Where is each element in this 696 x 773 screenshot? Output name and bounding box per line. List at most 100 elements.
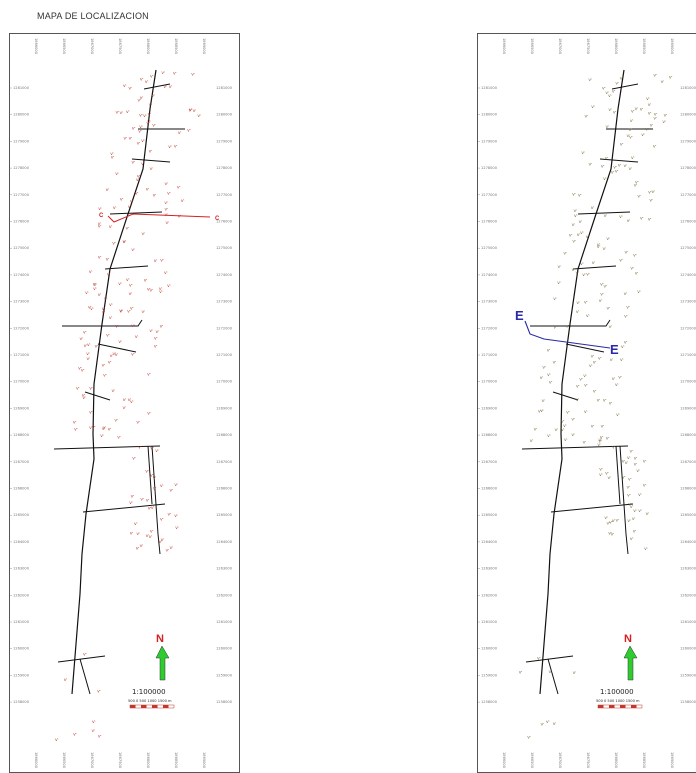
well-symbol: ⱱ: [189, 108, 193, 113]
northing-label-right: 1260000: [216, 647, 233, 651]
well-symbol: ⱱ: [635, 107, 639, 112]
well-symbol: ⱱ: [613, 165, 617, 170]
section-label-start: E: [515, 308, 524, 323]
well-symbol: ⱱ: [561, 419, 565, 424]
well-symbol: ⱱ: [76, 387, 80, 392]
well-symbol: ⱱ: [648, 191, 652, 196]
well-symbol: ⱱ: [634, 183, 638, 188]
northing-label-right: 1266000: [680, 487, 696, 491]
well-symbol: ⱱ: [98, 255, 102, 260]
well-symbol: ⱱ: [178, 214, 182, 219]
branch-road: [131, 158, 171, 163]
well-symbol: ⱱ: [149, 167, 153, 172]
well-symbol: ⱱ: [173, 71, 177, 76]
well-symbol: ⱱ: [564, 438, 568, 443]
well-symbol: ⱱ: [102, 363, 106, 368]
well-symbol: ⱱ: [147, 411, 151, 416]
well-symbol: ⱱ: [605, 91, 609, 96]
well-symbol: ⱱ: [142, 232, 146, 237]
well-symbol: ⱱ: [549, 381, 553, 386]
well-symbol: ⱱ: [604, 214, 608, 219]
branch-road: [615, 445, 621, 505]
well-symbol: ⱱ: [602, 247, 606, 252]
well-symbol: ⱱ: [618, 163, 622, 168]
northing-label-left: 1280000: [13, 113, 30, 117]
well-symbol: ⱱ: [86, 352, 90, 357]
well-symbol: ⱱ: [650, 124, 654, 129]
well-symbol: ⱱ: [160, 324, 164, 329]
well-symbol: ⱱ: [547, 434, 551, 439]
easting-label-top: 1868500: [642, 38, 646, 55]
well-symbol: ⱱ: [603, 399, 607, 404]
well-symbol: ⱱ: [118, 340, 122, 345]
well-symbol: ⱱ: [135, 191, 139, 196]
well-symbol: ⱱ: [107, 272, 111, 277]
well-symbol: ⱱ: [540, 723, 544, 728]
well-symbol: ⱱ: [152, 123, 156, 128]
well-symbol: ⱱ: [147, 120, 151, 125]
northing-label-left: 1267000: [481, 460, 498, 464]
northing-label-right: 1259000: [216, 673, 233, 677]
scale-bar-segment: [598, 705, 604, 708]
well-symbol: ⱱ: [146, 121, 150, 126]
well-symbol: ⱱ: [654, 112, 658, 117]
well-symbol: ⱱ: [624, 250, 628, 255]
well-symbol: ⱱ: [591, 206, 595, 211]
well-symbol: ⱱ: [174, 483, 178, 488]
well-symbol: ⱱ: [577, 233, 581, 238]
well-symbol: ⱱ: [168, 513, 172, 518]
well-symbol: ⱱ: [174, 514, 178, 519]
well-symbol: ⱱ: [638, 509, 642, 514]
well-symbol: ⱱ: [640, 107, 644, 112]
well-symbol: ⱱ: [600, 292, 604, 297]
well-symbol: ⱱ: [622, 476, 626, 481]
easting-label-top: 1869000: [202, 38, 206, 55]
easting-label-top: 1868500: [174, 38, 178, 55]
well-symbol: ⱱ: [588, 78, 592, 83]
well-symbol: ⱱ: [102, 310, 106, 315]
northing-label-left: 1270000: [13, 380, 30, 384]
northing-label-right: 1262000: [680, 593, 696, 597]
well-symbol: ⱱ: [89, 387, 93, 392]
well-symbol: ⱱ: [569, 233, 573, 238]
well-symbol: ⱱ: [136, 421, 140, 426]
well-symbol: ⱱ: [150, 289, 154, 294]
well-symbol: ⱱ: [592, 261, 596, 266]
well-symbol: ⱱ: [113, 206, 117, 211]
well-symbol: ⱱ: [132, 456, 136, 461]
well-symbol: ⱱ: [611, 533, 615, 538]
branch-road: [619, 445, 629, 555]
map-canvas-left: 1281000 1281000 1280000 1280000 1279000 12790…: [10, 38, 233, 769]
well-symbol: ⱱ: [628, 478, 632, 483]
well-symbol: ⱱ: [644, 547, 648, 552]
well-symbol: ⱱ: [139, 125, 143, 130]
well-symbol: ⱱ: [615, 519, 619, 524]
section-label-end: C: [215, 216, 220, 222]
well-symbol: ⱱ: [92, 426, 96, 431]
easting-label-bottom: 1867500: [586, 752, 590, 769]
branch-road: [62, 319, 143, 327]
well-symbol: ⱱ: [608, 476, 612, 481]
well-symbol: ⱱ: [114, 418, 118, 423]
well-symbol: ⱱ: [576, 301, 580, 306]
well-symbol: ⱱ: [73, 733, 77, 738]
well-symbol: ⱱ: [579, 220, 583, 225]
northing-label-right: 1258000: [680, 700, 696, 704]
well-symbol: ⱱ: [638, 493, 642, 498]
well-symbol: ⱱ: [653, 145, 657, 150]
northing-label-right: 1267000: [680, 460, 696, 464]
branch-road: [611, 83, 639, 90]
well-symbol: ⱱ: [563, 252, 567, 257]
well-symbol: ⱱ: [653, 117, 657, 122]
well-symbol: ⱱ: [582, 273, 586, 278]
well-symbol: ⱱ: [632, 517, 636, 522]
northing-label-left: 1275000: [13, 246, 30, 250]
easting-label-bottom: 1866500: [62, 752, 66, 769]
well-symbol: ⱱ: [100, 434, 104, 439]
northing-label-right: 1263000: [216, 567, 233, 571]
well-symbol: ⱱ: [110, 354, 114, 359]
well-symbol: ⱱ: [561, 428, 565, 433]
well-symbol: ⱱ: [87, 343, 91, 348]
well-symbol: ⱱ: [608, 532, 612, 537]
northing-label-left: 1263000: [13, 567, 30, 571]
